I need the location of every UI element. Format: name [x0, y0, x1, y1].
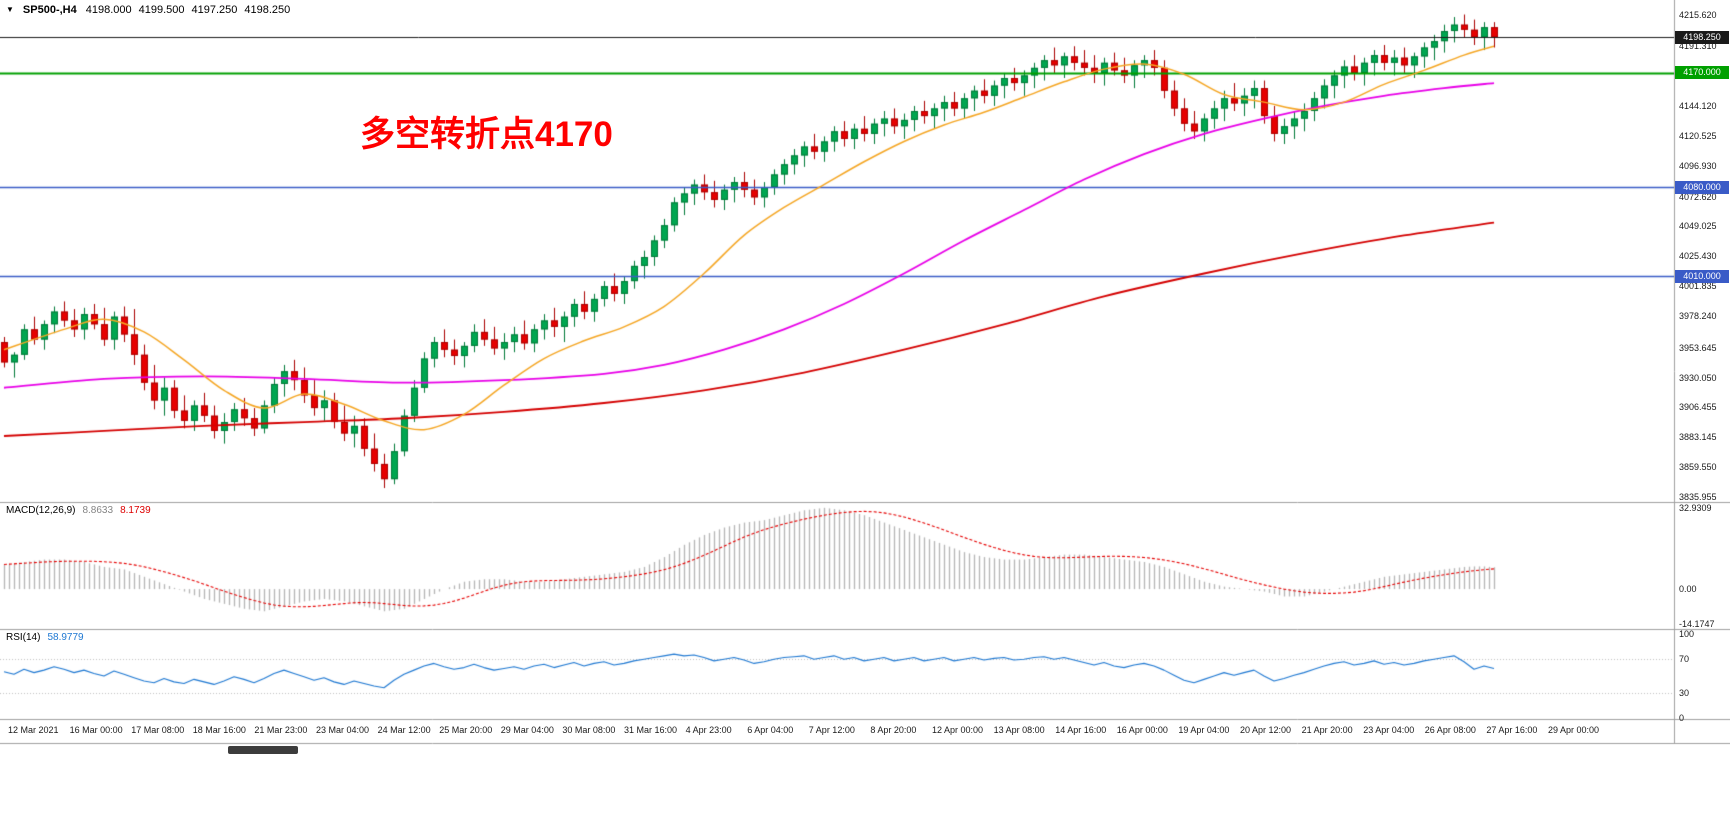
macd-main-value: 8.8633	[82, 505, 114, 516]
time-tick-label: 13 Apr 08:00	[993, 725, 1045, 735]
price-level-badge[interactable]: 4010.000	[1675, 269, 1729, 283]
time-tick-label: 24 Mar 12:00	[377, 725, 431, 735]
time-tick-label: 29 Mar 04:00	[500, 725, 554, 735]
time-tick-label: 26 Apr 08:00	[1424, 725, 1476, 735]
rsi-value: 58.9779	[47, 632, 84, 643]
rsi-indicator-label: RSI(14) 58.9779	[6, 632, 84, 643]
macd-tick-label: 32.9309	[1679, 503, 1712, 513]
price-tick-label: 3930.050	[1679, 372, 1717, 383]
price-tick-label: 4215.620	[1679, 10, 1717, 20]
rsi-tick-label: 0	[1679, 713, 1685, 723]
time-tick-label: 31 Mar 16:00	[624, 725, 678, 735]
price-tick-label: 4001.835	[1679, 281, 1717, 292]
time-tick-label: 30 Mar 08:00	[562, 725, 616, 735]
time-tick-label: 18 Mar 16:00	[192, 725, 246, 735]
time-tick-label: 23 Apr 04:00	[1363, 725, 1415, 735]
time-tick-label: 12 Mar 2021	[8, 725, 59, 735]
price-tick-label: 3953.645	[1679, 342, 1717, 353]
price-tick-label: 4191.310	[1679, 40, 1717, 51]
price-tick-label: 4144.120	[1679, 100, 1717, 111]
rsi-title: RSI(14)	[6, 632, 41, 643]
price-level-badge[interactable]: 4170.000	[1675, 66, 1729, 80]
price-tick-label: 4049.025	[1679, 221, 1717, 232]
macd-indicator-label: MACD(12,26,9) 8.8633 8.1739	[6, 505, 151, 516]
time-tick-label: 17 Mar 08:00	[131, 725, 185, 735]
rsi-tick-label: 70	[1679, 654, 1690, 665]
chart-text-annotation[interactable]: 多空转折点4170	[360, 115, 613, 154]
macd-title: MACD(12,26,9)	[6, 505, 76, 516]
open-value: 4198.000	[85, 4, 132, 16]
rsi-tick-label: 100	[1679, 629, 1695, 639]
time-tick-label: 23 Mar 04:00	[316, 725, 370, 735]
close-value: 4198.250	[244, 4, 291, 16]
high-value: 4199.500	[138, 4, 185, 16]
time-tick-label: 8 Apr 20:00	[870, 725, 917, 735]
price-tick-label: 3835.955	[1679, 492, 1717, 502]
low-value: 4197.250	[191, 4, 238, 16]
time-tick-label: 29 Apr 00:00	[1548, 725, 1600, 735]
rsi-tick-label: 30	[1679, 687, 1690, 698]
time-tick-label: 16 Mar 00:00	[69, 725, 123, 735]
time-tick-label: 27 Apr 16:00	[1486, 725, 1538, 735]
horizontal-scrollbar-thumb[interactable]	[228, 746, 298, 754]
time-tick-label: 14 Apr 16:00	[1055, 725, 1107, 735]
price-level-badge[interactable]: 4080.000	[1675, 180, 1729, 194]
time-tick-label: 12 Apr 00:00	[932, 725, 984, 735]
chart-header: ▼ SP500-,H4 4198.000 4199.500 4197.250 4…	[6, 4, 290, 16]
time-tick-label: 19 Apr 04:00	[1178, 725, 1230, 735]
price-tick-label: 4072.620	[1679, 191, 1717, 202]
price-tick-label: 3978.240	[1679, 311, 1717, 322]
price-tick-label: 4120.525	[1679, 130, 1717, 141]
time-tick-label: 16 Apr 00:00	[1116, 725, 1168, 735]
price-tick-label: 3883.145	[1679, 432, 1717, 443]
time-tick-label: 4 Apr 23:00	[685, 725, 732, 735]
price-tick-label: 4025.430	[1679, 251, 1717, 262]
time-tick-label: 21 Apr 20:00	[1301, 725, 1353, 735]
time-tick-label: 21 Mar 23:00	[254, 725, 308, 735]
time-tick-label: 7 Apr 12:00	[808, 725, 855, 735]
time-tick-label: 6 Apr 04:00	[747, 725, 794, 735]
macd-signal-value: 8.1739	[120, 505, 151, 516]
collapse-triangle-icon[interactable]: ▼	[6, 5, 14, 14]
price-tick-label: 3859.550	[1679, 462, 1717, 473]
price-tick-label: 4096.930	[1679, 160, 1717, 171]
ohlc-values: 4198.000 4199.500 4197.250 4198.250	[86, 4, 291, 16]
price-tick-label: 3906.455	[1679, 402, 1717, 413]
time-tick-label: 25 Mar 20:00	[439, 725, 493, 735]
price-level-badge: 4198.250	[1675, 30, 1729, 44]
symbol-timeframe-label: SP500-,H4	[22, 4, 77, 16]
macd-tick-label: -14.1747	[1679, 619, 1715, 629]
macd-tick-label: 0.00	[1679, 584, 1697, 595]
time-tick-label: 20 Apr 12:00	[1240, 725, 1292, 735]
